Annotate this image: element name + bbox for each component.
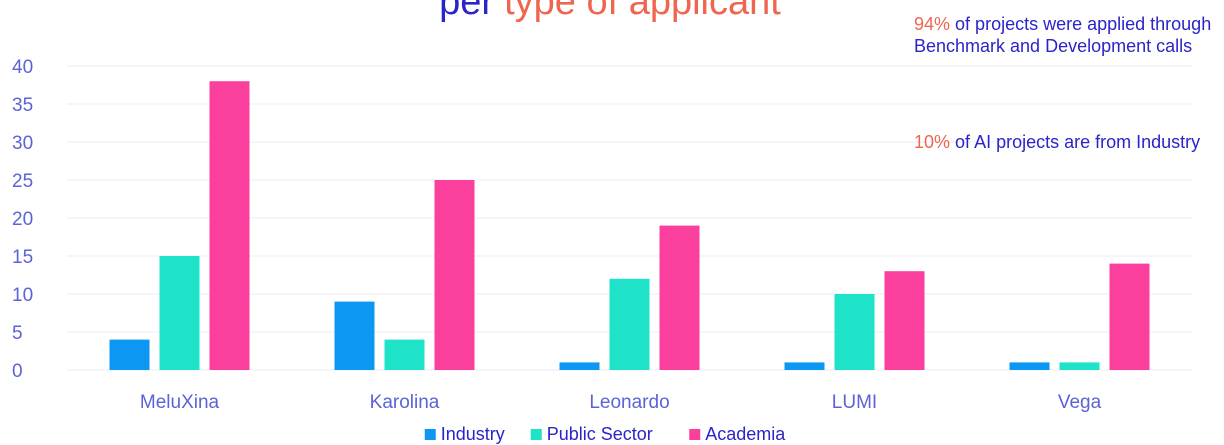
y-tick-label: 20 xyxy=(12,209,33,230)
y-tick-label: 25 xyxy=(12,171,33,192)
bar xyxy=(434,180,475,370)
bar xyxy=(784,362,825,370)
annotation-highlight: 10% xyxy=(914,132,951,152)
x-tick-label: Karolina xyxy=(370,392,440,413)
y-tick-label: 15 xyxy=(12,247,33,268)
legend-swatch xyxy=(424,429,436,440)
title-rest: type of applicant xyxy=(504,0,781,23)
y-tick-label: 5 xyxy=(12,323,23,344)
bar xyxy=(384,339,425,370)
annotation-highlight: 94% xyxy=(914,14,951,34)
y-tick-label: 40 xyxy=(12,57,33,78)
annotation: 94% of projects were applied through Ben… xyxy=(914,13,1214,57)
y-tick-label: 35 xyxy=(12,95,33,116)
annotation: 10% of AI projects are from Industry xyxy=(914,131,1214,153)
x-tick-label: MeluXina xyxy=(140,392,220,413)
title-lead: per xyxy=(439,0,494,23)
bar xyxy=(1009,362,1050,370)
bar xyxy=(334,301,375,370)
bar xyxy=(1059,362,1100,370)
annotation-text: of projects were applied through Benchma… xyxy=(914,14,1212,56)
y-tick-label: 0 xyxy=(12,361,23,382)
legend-label: Academia xyxy=(705,424,786,444)
legend-label: Public Sector xyxy=(547,424,653,444)
legend-label: Industry xyxy=(441,424,505,444)
annotation-text: of AI projects are from Industry xyxy=(955,132,1201,152)
x-tick-label: Leonardo xyxy=(589,392,669,413)
bar xyxy=(1109,263,1150,370)
bar xyxy=(159,256,200,370)
x-tick-label: LUMI xyxy=(832,392,877,413)
chart-title: per type of applicant xyxy=(439,0,781,23)
y-tick-label: 30 xyxy=(12,133,33,154)
legend-swatch xyxy=(689,429,701,440)
bar xyxy=(559,362,600,370)
legend-swatch xyxy=(530,429,542,440)
x-tick-label: Vega xyxy=(1058,392,1102,413)
bar xyxy=(209,81,250,370)
bar xyxy=(609,278,650,370)
bar xyxy=(834,294,875,370)
bar xyxy=(884,271,925,370)
y-tick-label: 10 xyxy=(12,285,33,306)
bar xyxy=(659,225,700,370)
bar xyxy=(109,339,150,370)
